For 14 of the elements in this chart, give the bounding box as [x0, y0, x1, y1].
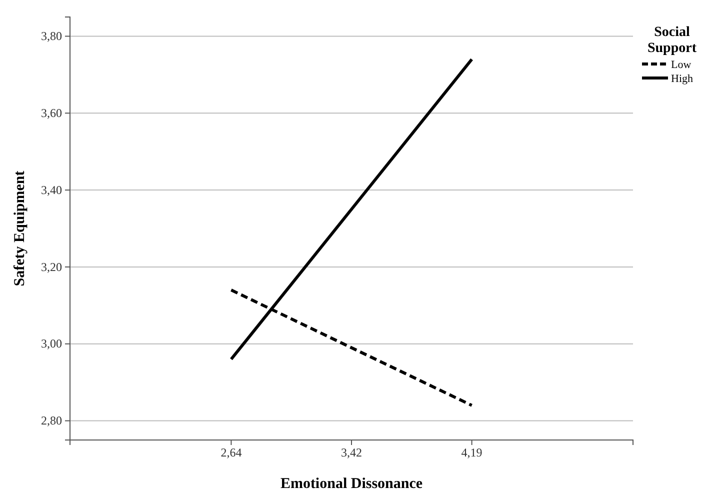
- x-axis-title: Emotional Dissonance: [280, 476, 423, 492]
- y-axis-title: Safety Equipment: [12, 170, 28, 286]
- legend-label: High: [671, 73, 694, 85]
- y-tick-label: 3,00: [41, 336, 62, 351]
- y-tick-label: 2,80: [41, 414, 62, 428]
- legend-title: Social Support: [647, 25, 697, 56]
- x-tick-label: 2,64: [220, 446, 242, 460]
- y-tick-label: 3,60: [41, 106, 62, 120]
- legend-label: Low: [671, 59, 692, 71]
- y-tick-label: 3,40: [41, 182, 62, 197]
- x-tick-label: 4,19: [461, 446, 482, 460]
- y-tick-label: 3,20: [41, 260, 62, 274]
- x-tick-label: 3,42: [341, 446, 362, 460]
- y-tick-label: 3,80: [41, 29, 62, 44]
